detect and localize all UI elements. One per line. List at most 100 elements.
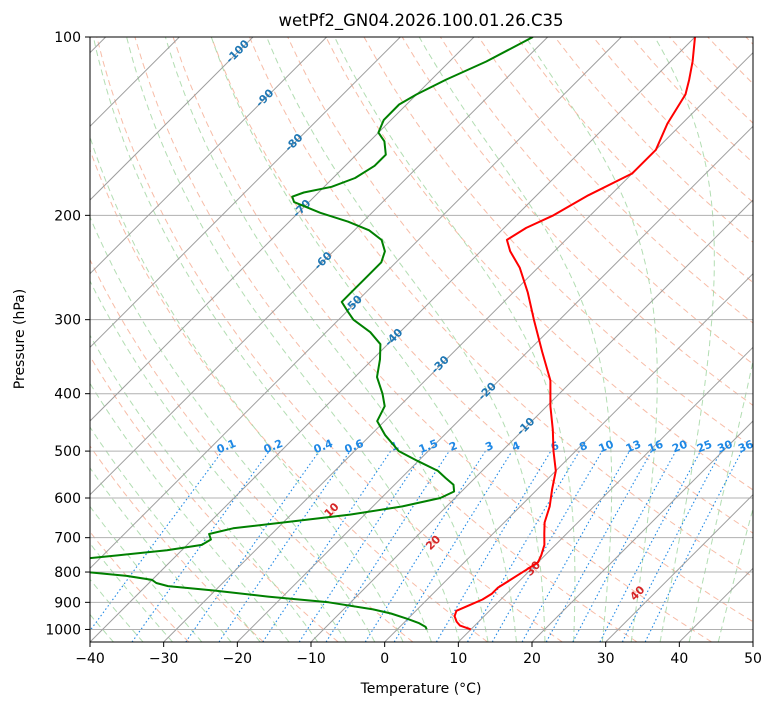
mixing-ratio-line bbox=[521, 450, 630, 642]
isotherm-gridline bbox=[310, 199, 753, 642]
x-tick-label: 0 bbox=[380, 651, 389, 667]
y-tick-label: 600 bbox=[54, 491, 81, 507]
isotherm-gridline bbox=[90, 37, 328, 275]
isotherm-gridline bbox=[90, 37, 254, 201]
dry-adiabat-line bbox=[96, 37, 563, 642]
mixing-ratio-line bbox=[325, 450, 450, 642]
moist-adiabat-line bbox=[90, 578, 144, 642]
isotherm-gridline bbox=[384, 272, 753, 642]
moist-adiabat-line bbox=[90, 334, 319, 642]
line-label: 3 bbox=[483, 439, 495, 454]
dry-adiabat-line bbox=[90, 258, 414, 642]
mixing-ratio-line bbox=[393, 450, 513, 642]
y-axis-label: Pressure (hPa) bbox=[12, 289, 28, 389]
line-label: 2 bbox=[447, 439, 459, 454]
moist-adiabat-line bbox=[90, 135, 404, 642]
moist-adiabat-line bbox=[266, 37, 546, 642]
y-tick-label: 200 bbox=[54, 208, 81, 224]
mixing-ratio-line bbox=[262, 450, 392, 642]
x-tick-label: −30 bbox=[149, 651, 179, 667]
x-tick-label: −40 bbox=[75, 651, 105, 667]
x-tick-label: −10 bbox=[296, 651, 326, 667]
moist-adiabat-line bbox=[90, 382, 290, 642]
dry-adiabat-line bbox=[90, 445, 264, 642]
dry-adiabat-line bbox=[325, 37, 753, 491]
isotherm-gridline bbox=[163, 51, 753, 642]
dry-adiabat-line bbox=[287, 37, 753, 534]
isotherm-gridlines bbox=[90, 37, 753, 642]
x-tick-label: 40 bbox=[670, 651, 688, 667]
moist-adiabat-line bbox=[418, 37, 613, 642]
y-tick-label: 400 bbox=[54, 387, 81, 403]
isobar-gridlines bbox=[90, 37, 753, 630]
x-tick-label: 20 bbox=[523, 651, 541, 667]
isotherm-gridline bbox=[90, 37, 549, 496]
x-axis-ticks: −40 −30 −20 −10 0 10 20 30 40 50 bbox=[75, 642, 762, 667]
line-label: 25 bbox=[695, 438, 714, 456]
moist-adiabat-line bbox=[90, 467, 232, 642]
y-axis-ticks: 100 200 300 400 500 600 700 800 900 1000 bbox=[45, 30, 90, 638]
moist-adiabat-line bbox=[525, 37, 658, 642]
isotherm-gridline bbox=[605, 493, 753, 642]
mixing-ratio-lines bbox=[90, 450, 743, 642]
mixing-ratio-line bbox=[545, 450, 653, 642]
y-tick-label: 700 bbox=[54, 531, 81, 547]
mixing-ratio-line bbox=[644, 450, 743, 642]
moist-adiabat-line bbox=[92, 37, 432, 642]
x-axis-label: Temperature (°C) bbox=[360, 681, 482, 697]
dry-adiabat-line bbox=[516, 37, 753, 284]
temperature-profile-line bbox=[453, 37, 696, 631]
profile-series bbox=[90, 37, 696, 631]
line-label: 8 bbox=[577, 439, 589, 454]
x-tick-label: −20 bbox=[223, 651, 253, 667]
moist-adiabat-line bbox=[126, 37, 461, 642]
isotherm-gridline bbox=[90, 37, 475, 422]
mixing-ratio-line bbox=[218, 450, 351, 642]
moist-adiabat-line bbox=[90, 426, 261, 642]
line-label: 30 bbox=[715, 437, 734, 455]
moist-adiabats bbox=[90, 37, 753, 642]
line-label: 36 bbox=[736, 437, 755, 455]
mixing-ratio-line bbox=[572, 450, 677, 642]
dry-adiabat-line bbox=[90, 355, 339, 642]
line-label: 20 bbox=[670, 437, 689, 455]
moist-adiabat-line bbox=[688, 358, 753, 642]
line-label: 13 bbox=[624, 438, 643, 456]
moist-adiabat-line bbox=[210, 37, 517, 642]
isotherm-gridline bbox=[90, 37, 622, 570]
dry-adiabat-line bbox=[249, 37, 753, 578]
mixing-ratio-line bbox=[90, 450, 223, 632]
y-tick-label: 800 bbox=[54, 565, 81, 581]
x-tick-label: 30 bbox=[597, 651, 615, 667]
mixing-ratio-line bbox=[131, 450, 270, 642]
moist-adiabat-line bbox=[717, 506, 753, 642]
dewpoint-profile-line bbox=[90, 37, 534, 630]
y-tick-label: 100 bbox=[54, 30, 81, 46]
x-tick-label: 50 bbox=[744, 651, 762, 667]
y-tick-label: 900 bbox=[54, 595, 81, 611]
moist-adiabat-line bbox=[90, 215, 376, 642]
y-tick-label: 300 bbox=[54, 313, 81, 329]
moist-adiabat-line bbox=[90, 542, 173, 642]
y-tick-label: 500 bbox=[54, 444, 81, 460]
isotherm-gridline bbox=[457, 346, 753, 642]
plot-area: -100-90-80-70-60-50-40-30-20-10010203040… bbox=[90, 37, 755, 642]
mixing-ratio-line bbox=[185, 450, 320, 642]
moist-adiabat-line bbox=[334, 37, 576, 642]
y-tick-label: 1000 bbox=[45, 622, 81, 638]
chart-title: wetPf2_GN04.2026.100.01.26.C35 bbox=[279, 11, 564, 31]
moist-adiabat-line bbox=[654, 37, 715, 642]
isotherm-gridline bbox=[90, 37, 401, 349]
line-label: 10 bbox=[597, 437, 616, 455]
isotherm-gridline bbox=[531, 420, 753, 642]
isotherm-gridline bbox=[90, 37, 696, 642]
mixing-ratio-line bbox=[298, 450, 425, 642]
moist-adiabat-line bbox=[90, 505, 203, 642]
dry-adiabat-line bbox=[210, 37, 753, 623]
plot-frame bbox=[89, 36, 754, 643]
line-label: 16 bbox=[646, 437, 665, 455]
x-tick-label: 10 bbox=[449, 651, 467, 667]
dry-adiabat-line bbox=[172, 37, 712, 642]
